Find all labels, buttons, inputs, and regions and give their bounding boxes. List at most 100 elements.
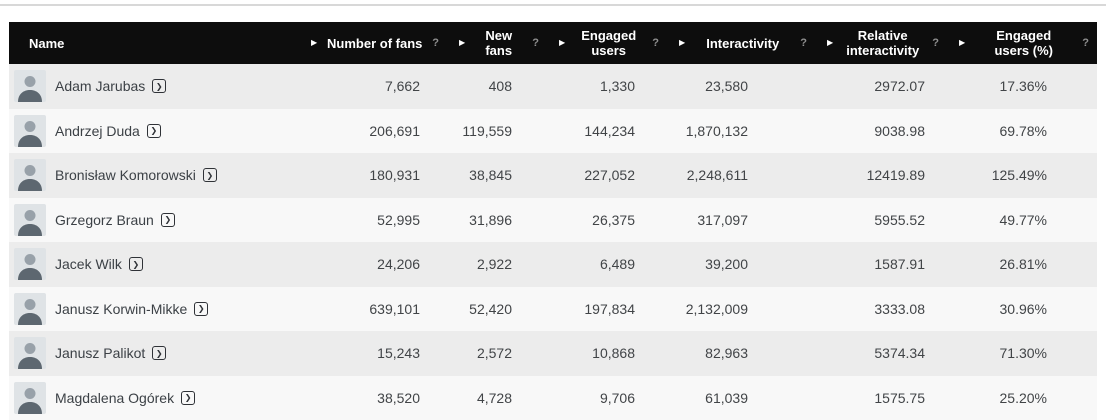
- politician-name[interactable]: Janusz Korwin-Mikke: [55, 300, 188, 317]
- cell-new-fans: 119,559: [462, 122, 512, 139]
- column-header-label: New fans: [485, 28, 513, 58]
- cell-engaged-users: 9,706: [599, 389, 635, 406]
- cell-number-of-fans: 52,995: [377, 211, 420, 228]
- profile-link-icon[interactable]: ❯: [181, 390, 196, 405]
- cell-engaged-users-pct: 125.49%: [991, 167, 1047, 184]
- cell-relative-interactivity: 12419.89: [866, 167, 925, 184]
- profile-avatar: [14, 337, 46, 370]
- cell-interactivity: 82,963: [705, 345, 748, 362]
- cell-new-fans: 38,845: [469, 167, 512, 184]
- profile-avatar: [14, 203, 46, 236]
- profile-avatar: [14, 381, 46, 414]
- profile-link-icon[interactable]: ❯: [152, 79, 167, 94]
- cell-relative-interactivity: 1575.75: [874, 389, 925, 406]
- cell-engaged-users-pct: 17.36%: [999, 78, 1047, 95]
- sort-arrow-icon[interactable]: ▶: [459, 38, 466, 47]
- cell-interactivity: 39,200: [705, 256, 748, 273]
- column-header-name[interactable]: Name: [9, 22, 299, 64]
- column-header-number-of-fans[interactable]: ▶ Number of fans ?: [299, 22, 447, 64]
- help-icon[interactable]: ?: [432, 37, 439, 49]
- help-icon[interactable]: ?: [652, 37, 659, 49]
- table-row: Bronisław Komorowski ❯ 180,931 38,845 22…: [9, 153, 1097, 198]
- name-cell: Magdalena Ogórek ❯: [9, 376, 299, 420]
- help-icon[interactable]: ?: [932, 37, 939, 49]
- cell-engaged-users: 144,234: [584, 122, 635, 139]
- profile-avatar: [14, 114, 46, 147]
- table-row: Andrzej Duda ❯ 206,691 119,559 144,234 1…: [9, 108, 1097, 154]
- profile-link-icon[interactable]: ❯: [128, 257, 143, 272]
- column-header-engaged-users-pct[interactable]: ▶ Engaged users (%) ?: [947, 22, 1097, 64]
- cell-new-fans: 31,896: [469, 211, 512, 228]
- cell-number-of-fans: 206,691: [369, 122, 420, 139]
- profile-avatar: [14, 292, 46, 325]
- cell-interactivity: 1,870,132: [685, 122, 748, 139]
- cell-relative-interactivity: 1587.91: [874, 256, 925, 273]
- cell-number-of-fans: 7,662: [384, 78, 420, 95]
- help-icon[interactable]: ?: [800, 37, 807, 49]
- profile-link-icon[interactable]: ❯: [160, 212, 175, 227]
- sort-arrow-icon[interactable]: ▶: [559, 38, 566, 47]
- help-icon[interactable]: ?: [532, 37, 539, 49]
- table-row: Janusz Korwin-Mikke ❯ 639,101 52,420 197…: [9, 286, 1097, 332]
- sort-arrow-icon[interactable]: ▶: [311, 38, 318, 47]
- column-header-new-fans[interactable]: ▶ New fans ?: [447, 22, 547, 64]
- profile-link-icon[interactable]: ❯: [202, 168, 217, 183]
- profile-avatar: [14, 70, 46, 103]
- table-row: Janusz Palikot ❯ 15,243 2,572 10,868 82,…: [9, 331, 1097, 376]
- cell-relative-interactivity: 9038.98: [874, 122, 925, 139]
- cell-relative-interactivity: 5374.34: [874, 345, 925, 362]
- politician-name[interactable]: Janusz Palikot: [55, 345, 146, 362]
- name-cell: Jacek Wilk ❯: [9, 242, 299, 287]
- cell-engaged-users: 1,330: [599, 78, 635, 95]
- cell-engaged-users: 6,489: [599, 256, 635, 273]
- cell-engaged-users-pct: 69.78%: [999, 122, 1047, 139]
- profile-link-icon[interactable]: ❯: [146, 123, 161, 138]
- column-header-label: Interactivity: [706, 35, 780, 51]
- cell-engaged-users: 26,375: [592, 211, 635, 228]
- column-header-relative-interactivity[interactable]: ▶ Relative interactivity ?: [815, 22, 947, 64]
- sort-arrow-icon[interactable]: ▶: [679, 38, 686, 47]
- cell-new-fans: 408: [488, 78, 512, 95]
- column-header-label: Relative interactivity: [846, 28, 920, 58]
- column-header-interactivity[interactable]: ▶ Interactivity ?: [667, 22, 815, 64]
- name-cell: Janusz Korwin-Mikke ❯: [9, 287, 299, 332]
- cell-new-fans: 2,572: [476, 345, 512, 362]
- table-header-row: Name ▶ Number of fans ? ▶ New fans ? ▶ E…: [9, 22, 1097, 64]
- profile-link-icon[interactable]: ❯: [194, 301, 209, 316]
- column-header-label: Engaged users: [581, 28, 637, 58]
- politician-name[interactable]: Andrzej Duda: [55, 122, 140, 139]
- cell-interactivity: 23,580: [705, 78, 748, 95]
- cell-engaged-users: 227,052: [584, 167, 635, 184]
- cell-number-of-fans: 180,931: [369, 167, 420, 184]
- column-header-engaged-users[interactable]: ▶ Engaged users ?: [547, 22, 667, 64]
- cell-number-of-fans: 24,206: [377, 256, 420, 273]
- profile-link-icon[interactable]: ❯: [152, 346, 167, 361]
- politician-name[interactable]: Bronisław Komorowski: [55, 167, 196, 184]
- fanpage-stats-table: Name ▶ Number of fans ? ▶ New fans ? ▶ E…: [9, 22, 1097, 420]
- cell-number-of-fans: 639,101: [369, 300, 420, 317]
- cell-relative-interactivity: 5955.52: [874, 211, 925, 228]
- cell-engaged-users-pct: 30.96%: [999, 300, 1047, 317]
- cell-interactivity: 61,039: [705, 389, 748, 406]
- help-icon[interactable]: ?: [1082, 37, 1089, 49]
- column-header-label: Name: [29, 35, 65, 51]
- cell-engaged-users: 10,868: [592, 345, 635, 362]
- cell-new-fans: 4,728: [476, 389, 512, 406]
- sort-arrow-icon[interactable]: ▶: [827, 38, 834, 47]
- cell-new-fans: 52,420: [469, 300, 512, 317]
- cell-engaged-users: 197,834: [584, 300, 635, 317]
- cell-interactivity: 2,132,009: [685, 300, 748, 317]
- table-row: Grzegorz Braun ❯ 52,995 31,896 26,375 31…: [9, 197, 1097, 242]
- politician-name[interactable]: Jacek Wilk: [55, 256, 122, 273]
- politician-name[interactable]: Magdalena Ogórek: [55, 389, 175, 406]
- name-cell: Andrzej Duda ❯: [9, 109, 299, 154]
- column-header-label: Number of fans: [327, 35, 423, 51]
- cell-engaged-users-pct: 49.77%: [999, 211, 1047, 228]
- table-row: Adam Jarubas ❯ 7,662 408 1,330 23,580 29…: [9, 64, 1097, 109]
- cell-engaged-users-pct: 25.20%: [999, 389, 1047, 406]
- cell-engaged-users-pct: 71.30%: [999, 345, 1047, 362]
- sort-arrow-icon[interactable]: ▶: [959, 38, 966, 47]
- politician-name[interactable]: Grzegorz Braun: [55, 211, 154, 228]
- politician-name[interactable]: Adam Jarubas: [55, 78, 146, 95]
- table-row: Jacek Wilk ❯ 24,206 2,922 6,489 39,200 1…: [9, 242, 1097, 287]
